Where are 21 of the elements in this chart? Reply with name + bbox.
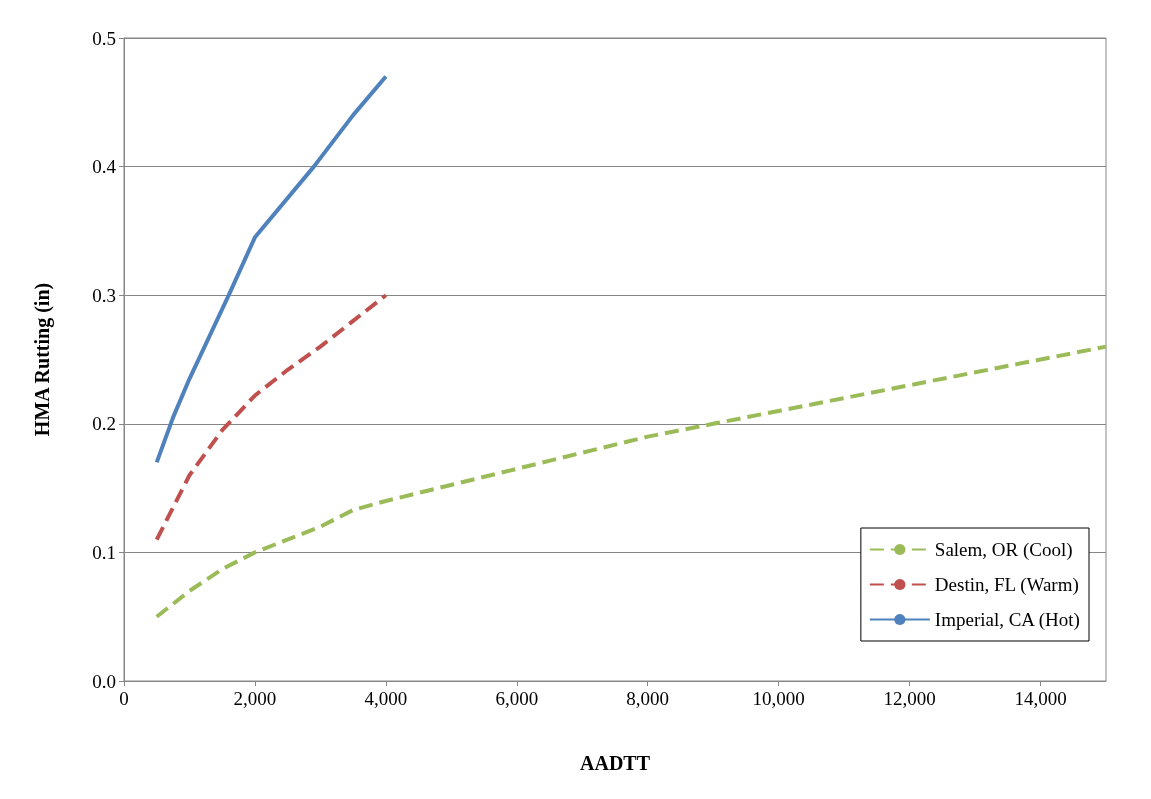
legend-label: Imperial, CA (Hot)	[934, 609, 1080, 631]
y-tick-label: 0.1	[92, 541, 116, 563]
x-axis-title: AADTT	[579, 752, 651, 774]
y-tick-label: 0.5	[92, 27, 116, 49]
x-tick-label: 10,000	[752, 688, 805, 709]
x-tick-label: 0	[119, 688, 129, 709]
legend-label: Destin, FL (Warm)	[934, 574, 1079, 596]
x-tick-label: 4,000	[364, 688, 408, 709]
y-tick-label: 0.0	[92, 670, 116, 692]
line-series	[154, 74, 388, 465]
x-tick-label: 8,000	[626, 688, 670, 709]
y-tick-label: 0.4	[92, 156, 117, 178]
y-tick-label: 0.2	[92, 413, 116, 435]
legend-label: Salem, OR (Cool)	[934, 539, 1073, 561]
x-tick-label: 6,000	[495, 688, 539, 709]
line-series	[154, 293, 388, 542]
y-axis-title: HMA Rutting (in)	[31, 282, 54, 437]
y-tick-label: 0.3	[92, 284, 116, 306]
x-tick-label: 14,000	[1014, 688, 1067, 709]
x-tick-label: 2,000	[233, 688, 277, 709]
x-tick-label: 12,000	[883, 688, 936, 709]
